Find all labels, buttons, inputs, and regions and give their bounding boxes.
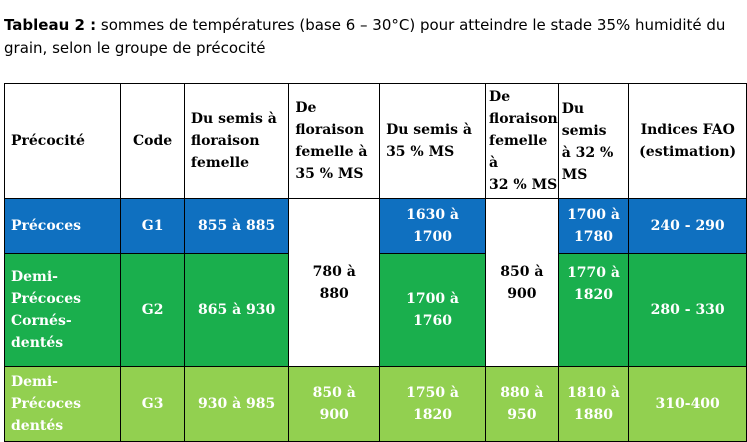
- header-code: Code: [120, 83, 185, 199]
- header-semis-floraison: Du semis à floraison femelle: [183, 83, 290, 199]
- cell-code: G3: [120, 366, 185, 442]
- header-row: Précocité Code Du semis à floraison feme…: [3, 83, 747, 199]
- table-row: Précoces G1 855 à 885 780 à 880 1630 à 1…: [3, 198, 747, 367]
- header-fao: Indices FAO (estimation): [628, 83, 747, 199]
- cell-semis-floraison: 865 à 930: [183, 253, 290, 367]
- caption-text: sommes de températures (base 6 – 30°C) p…: [4, 16, 726, 57]
- cell-semis-32: 1810 à 1880: [557, 366, 630, 442]
- cell-code: G1: [120, 198, 185, 254]
- cell-semis-32: 1700 à 1780: [557, 198, 630, 254]
- header-floraison-32: De floraison femelle à 32 % MS: [485, 83, 559, 199]
- cell-fao: 310-400: [628, 366, 747, 442]
- caption-title: Tableau 2 :: [4, 16, 97, 34]
- cell-semis-35: 1630 à 1700: [379, 198, 487, 254]
- cell-precocite: Demi- Précoces dentés: [3, 366, 122, 442]
- cell-floraison-32: 880 à 950: [485, 366, 559, 442]
- header-semis-32: Du semis à 32 % MS: [557, 83, 630, 199]
- cell-floraison-32-merged: 850 à 900: [485, 198, 559, 367]
- table-caption: Tableau 2 : sommes de températures (base…: [4, 14, 744, 60]
- precocity-table: Précocité Code Du semis à floraison feme…: [3, 83, 747, 442]
- cell-code: G2: [120, 253, 185, 367]
- cell-semis-35: 1700 à 1760: [379, 253, 487, 367]
- cell-semis-35: 1750 à 1820: [379, 366, 487, 442]
- cell-fao: 280 - 330: [628, 253, 747, 367]
- cell-fao: 240 - 290: [628, 198, 747, 254]
- cell-semis-floraison: 930 à 985: [183, 366, 290, 442]
- header-precocite: Précocité: [3, 83, 122, 199]
- header-floraison-35: De floraison femelle à 35 % MS: [288, 83, 381, 199]
- cell-floraison-35: 850 à 900: [288, 366, 381, 442]
- table-row: Demi- Précoces Cornés- dentés G2 865 à 9…: [3, 253, 747, 367]
- cell-precocite: Précoces: [3, 198, 122, 254]
- cell-floraison-35-merged: 780 à 880: [288, 198, 381, 367]
- header-semis-35: Du semis à 35 % MS: [379, 83, 487, 199]
- cell-semis-floraison: 855 à 885: [183, 198, 290, 254]
- table-row: Demi- Précoces dentés G3 930 à 985 850 à…: [3, 366, 747, 442]
- cell-precocite: Demi- Précoces Cornés- dentés: [3, 253, 122, 367]
- cell-semis-32: 1770 à 1820: [557, 253, 630, 367]
